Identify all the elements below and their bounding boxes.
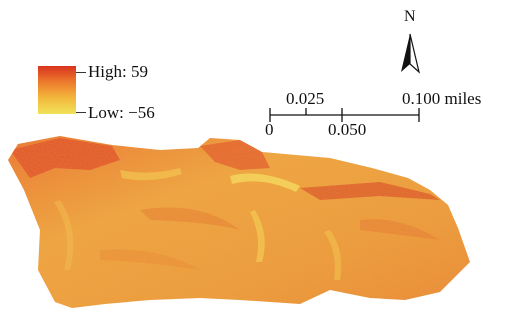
terrain-body [8,136,470,308]
north-label: N [404,8,416,25]
scale-label-0: 0 [265,120,274,139]
legend-high-label: High: 59 [88,62,148,81]
north-arrow-icon [401,33,421,74]
scale-bar [269,108,420,122]
scale-label-0.100-miles: 0.100 miles [402,89,482,108]
scale-label-0.050: 0.050 [328,120,367,139]
legend-high-tick [76,72,86,73]
scale-label-0.025: 0.025 [286,89,325,108]
legend-low-label: Low: −56 [88,103,155,122]
legend-low-tick [76,112,86,113]
legend-color-ramp [38,66,76,114]
